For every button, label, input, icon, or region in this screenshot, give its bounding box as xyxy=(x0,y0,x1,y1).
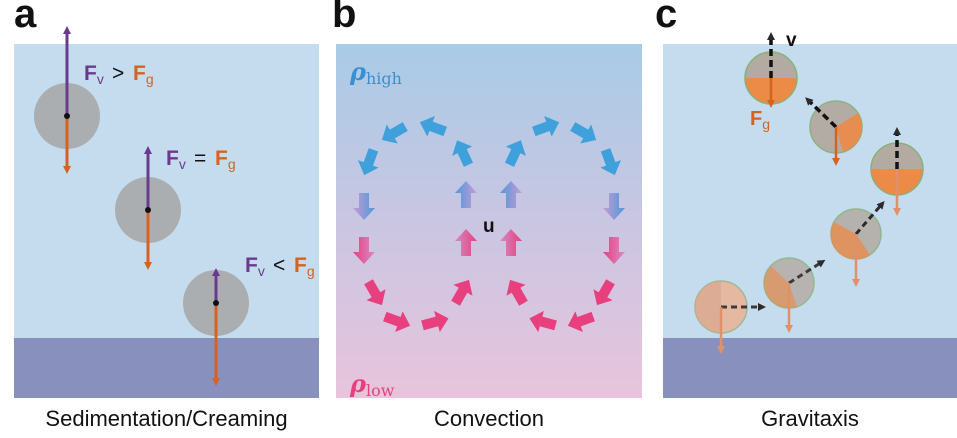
particle-center xyxy=(64,113,70,119)
convection-flow-arrow xyxy=(353,237,375,264)
panel-c: v Fg xyxy=(663,30,957,398)
convection-flow-arrow xyxy=(364,279,386,306)
force-label-gravity: Fg xyxy=(294,254,315,279)
swim-direction-arrow xyxy=(854,200,885,235)
swimmer-particle xyxy=(830,200,885,287)
caption-sedimentation: Sedimentation/Creaming xyxy=(45,406,288,431)
panel-a: Fv > Fg Fv = Fg Fv < Fg xyxy=(14,26,319,398)
force-label-viscous: Fv xyxy=(245,254,265,279)
force-label-viscous: Fv xyxy=(84,62,104,87)
particle-shade xyxy=(695,281,721,333)
velocity-label: u xyxy=(483,216,495,237)
swimmer-particle xyxy=(805,97,863,166)
swim-direction-arrow xyxy=(788,259,826,285)
gravity-label: Fg xyxy=(750,108,770,132)
convection-flow-arrow xyxy=(506,279,528,306)
particle-orange-half xyxy=(836,113,863,152)
convection-flow-arrow xyxy=(419,115,447,137)
particle-center xyxy=(145,207,151,213)
convection-arrows xyxy=(353,115,625,333)
rho-low-label: ρlow xyxy=(349,369,395,400)
convection-flow-arrow xyxy=(529,310,557,333)
velocity-label: v xyxy=(786,30,797,51)
panel-b: ρhigh ρlow u xyxy=(336,44,642,400)
convection-flow-arrow xyxy=(500,181,522,208)
convection-flow-arrow xyxy=(532,115,560,137)
swimmer-particle xyxy=(870,127,924,216)
force-relation: = xyxy=(194,147,206,170)
convection-flow-arrow xyxy=(504,140,526,167)
caption-convection: Convection xyxy=(433,406,545,431)
particle-suspended xyxy=(115,146,181,270)
particle-center xyxy=(213,300,219,306)
convection-flow-arrow xyxy=(421,310,449,333)
particle-rising xyxy=(34,26,100,174)
force-label-gravity: Fg xyxy=(215,147,236,172)
rho-high-label: ρhigh xyxy=(349,57,402,88)
convection-flow-arrow xyxy=(567,311,595,333)
panel-a-letter: a xyxy=(14,0,37,36)
convection-flow-arrow xyxy=(593,279,615,306)
swim-direction-arrow xyxy=(805,97,838,129)
particle-orange-half xyxy=(830,222,870,260)
caption-gravitaxis: Gravitaxis xyxy=(761,406,859,431)
convection-flow-arrow xyxy=(600,148,622,176)
convection-flow-arrow xyxy=(452,140,474,167)
convection-flow-arrow xyxy=(500,229,522,256)
convection-flow-arrow xyxy=(455,181,477,208)
swimmer-particle xyxy=(744,32,798,108)
force-relation: < xyxy=(273,254,285,277)
sediment-layer xyxy=(14,338,319,398)
convection-flow-arrow xyxy=(381,122,408,144)
panel-b-letter: b xyxy=(332,0,357,36)
convection-flow-arrow xyxy=(353,193,375,220)
force-label-viscous: Fv xyxy=(166,147,186,172)
convection-flow-arrow xyxy=(603,193,625,220)
panel-c-letter: c xyxy=(655,0,678,36)
convection-cell xyxy=(336,44,642,398)
sediment-layer xyxy=(663,338,957,398)
swimmer-particle xyxy=(694,280,766,354)
particle-sinking xyxy=(183,268,249,386)
force-relation: > xyxy=(112,62,124,85)
convection-flow-arrow xyxy=(383,311,411,333)
convection-flow-arrow xyxy=(357,148,379,176)
convection-flow-arrow xyxy=(451,279,473,306)
convection-flow-arrow xyxy=(603,237,625,264)
convection-flow-arrow xyxy=(455,229,477,256)
swimmer-particle xyxy=(763,257,826,333)
convection-flow-arrow xyxy=(570,122,597,144)
force-label-gravity: Fg xyxy=(133,62,154,87)
